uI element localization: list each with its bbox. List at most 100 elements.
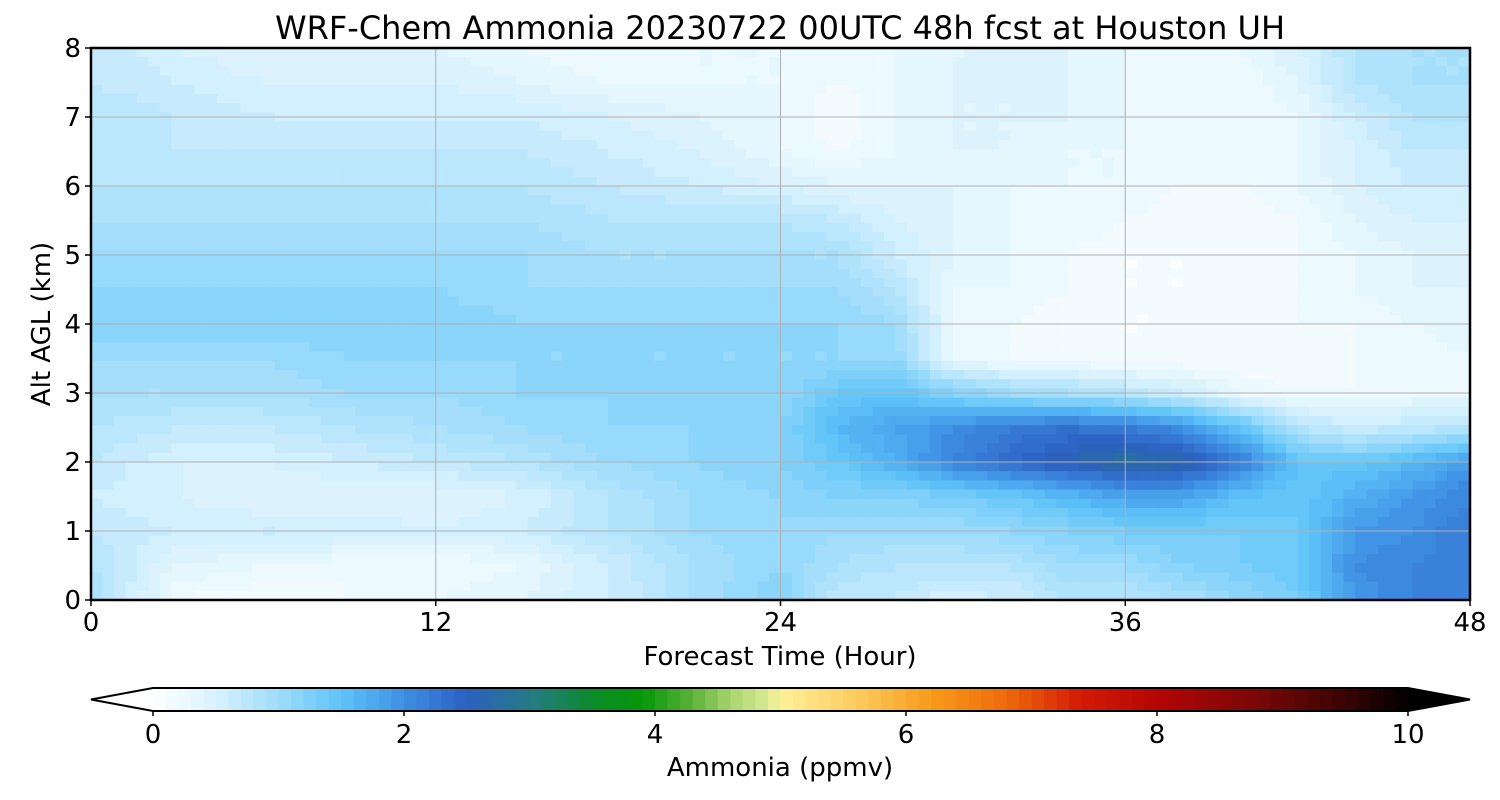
heatmap-cell xyxy=(849,121,862,132)
heatmap-cell xyxy=(734,278,747,288)
heatmap-cell xyxy=(573,121,586,132)
heatmap-cell xyxy=(1171,130,1184,141)
heatmap-cell xyxy=(435,370,448,380)
heatmap-cell xyxy=(470,287,483,297)
heatmap-cell xyxy=(159,379,173,389)
heatmap-cell xyxy=(723,268,736,279)
heatmap-cell xyxy=(1217,379,1230,389)
heatmap-cell xyxy=(355,57,368,67)
heatmap-cell xyxy=(1056,241,1069,251)
heatmap-cell xyxy=(1217,213,1230,224)
heatmap-cell xyxy=(470,406,483,417)
heatmap-cell xyxy=(1090,186,1103,196)
heatmap-cell xyxy=(102,296,115,307)
heatmap-cell xyxy=(91,130,104,141)
heatmap-cell xyxy=(906,103,919,113)
heatmap-cell xyxy=(493,121,506,132)
heatmap-cell xyxy=(550,103,563,113)
heatmap-cell xyxy=(1320,167,1333,178)
heatmap-cell xyxy=(711,379,724,389)
heatmap-cell xyxy=(1309,268,1322,279)
heatmap-cell xyxy=(1021,370,1034,380)
heatmap-cell xyxy=(424,379,437,389)
heatmap-cell xyxy=(1148,296,1161,307)
heatmap-cell xyxy=(975,186,988,196)
heatmap-cell xyxy=(631,232,644,242)
heatmap-cell xyxy=(401,186,414,196)
heatmap-cell xyxy=(849,342,862,353)
heatmap-cell xyxy=(1033,176,1046,187)
heatmap-cell xyxy=(1125,186,1138,196)
heatmap-cell xyxy=(205,186,219,196)
heatmap-cell xyxy=(516,167,529,178)
heatmap-cell xyxy=(412,425,425,435)
heatmap-cell xyxy=(918,360,931,371)
heatmap-cell xyxy=(159,103,173,113)
heatmap-cell xyxy=(941,406,954,417)
heatmap-cell xyxy=(1458,287,1471,297)
heatmap-cell xyxy=(1263,278,1276,288)
heatmap-cell xyxy=(1435,379,1448,389)
heatmap-cell xyxy=(435,351,448,362)
heatmap-cell xyxy=(332,222,345,233)
heatmap-cell xyxy=(332,333,345,343)
heatmap-cell xyxy=(309,305,322,316)
heatmap-cell xyxy=(504,176,517,187)
heatmap-cell xyxy=(860,370,874,380)
heatmap-cell xyxy=(883,94,897,104)
heatmap-cell xyxy=(458,370,471,380)
heatmap-cell xyxy=(1297,241,1310,251)
heatmap-cell xyxy=(1090,259,1103,270)
heatmap-cell xyxy=(654,103,667,113)
heatmap-cell xyxy=(1378,167,1391,178)
heatmap-cell xyxy=(1458,213,1471,224)
heatmap-cell xyxy=(642,167,655,178)
heatmap-cell xyxy=(251,158,264,169)
heatmap-cell xyxy=(918,121,931,132)
heatmap-cell xyxy=(918,287,931,297)
heatmap-cell xyxy=(665,268,678,279)
heatmap-cell xyxy=(1240,103,1253,113)
heatmap-cell xyxy=(642,140,655,150)
heatmap-cell xyxy=(504,351,517,362)
heatmap-cell xyxy=(343,333,356,343)
heatmap-cell xyxy=(217,379,230,389)
heatmap-cell xyxy=(826,241,839,251)
heatmap-cell xyxy=(1412,351,1425,362)
heatmap-cell xyxy=(998,176,1011,187)
heatmap-cell xyxy=(906,149,919,159)
heatmap-cell xyxy=(1205,195,1218,205)
heatmap-cell xyxy=(677,75,690,86)
heatmap-cell xyxy=(895,397,908,408)
heatmap-cell xyxy=(447,84,460,95)
heatmap-cell xyxy=(274,84,287,95)
heatmap-cell xyxy=(941,140,954,150)
heatmap-cell xyxy=(1263,333,1276,343)
heatmap-cell xyxy=(1343,241,1356,251)
heatmap-cell xyxy=(1079,268,1092,279)
heatmap-cell xyxy=(872,57,885,67)
heatmap-cell xyxy=(872,84,885,95)
heatmap-cell xyxy=(1240,287,1253,297)
heatmap-cell xyxy=(585,370,598,380)
heatmap-cell xyxy=(470,195,483,205)
heatmap-cell xyxy=(228,121,241,132)
heatmap-cell xyxy=(1378,406,1391,417)
heatmap-cell xyxy=(677,130,690,141)
heatmap-cell xyxy=(1320,57,1333,67)
heatmap-cell xyxy=(297,167,310,178)
heatmap-cell xyxy=(1286,130,1299,141)
heatmap-cell xyxy=(562,186,575,196)
heatmap-cell xyxy=(217,186,230,196)
heatmap-cell xyxy=(952,130,965,141)
heatmap-cell xyxy=(125,167,138,178)
heatmap-cell xyxy=(343,425,356,435)
heatmap-cell xyxy=(366,204,379,215)
heatmap-cell xyxy=(573,379,586,389)
heatmap-cell xyxy=(378,57,391,67)
heatmap-cell xyxy=(309,268,322,279)
heatmap-cell xyxy=(987,167,1000,178)
heatmap-cell xyxy=(872,222,885,233)
heatmap-cell xyxy=(1447,342,1460,353)
heatmap-cell xyxy=(849,259,862,270)
